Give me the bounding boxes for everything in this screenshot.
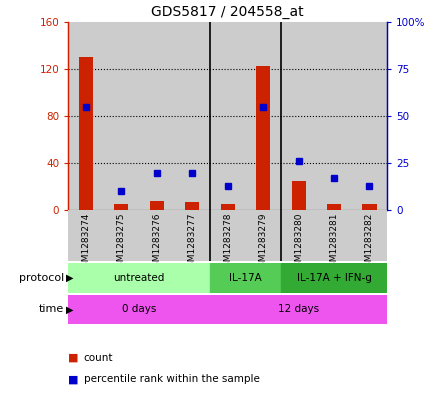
Bar — [114, 204, 128, 210]
Bar — [246, 210, 281, 261]
Text: GSM1283277: GSM1283277 — [188, 213, 197, 273]
Text: ▶: ▶ — [66, 305, 73, 314]
Bar — [79, 57, 93, 210]
Bar — [220, 204, 235, 210]
Bar — [68, 22, 104, 210]
Text: ■: ■ — [68, 353, 79, 363]
Bar — [139, 210, 175, 261]
Bar — [316, 22, 352, 210]
Bar — [210, 295, 387, 324]
Text: GSM1283279: GSM1283279 — [259, 213, 268, 273]
Bar — [210, 210, 246, 261]
Text: GSM1283281: GSM1283281 — [330, 213, 338, 273]
Title: GDS5817 / 204558_at: GDS5817 / 204558_at — [151, 5, 304, 19]
Text: GSM1283282: GSM1283282 — [365, 213, 374, 273]
Bar — [68, 210, 104, 261]
Text: IL-17A: IL-17A — [229, 273, 262, 283]
Bar — [175, 22, 210, 210]
Text: percentile rank within the sample: percentile rank within the sample — [84, 374, 260, 384]
Bar — [363, 204, 377, 210]
Bar — [327, 204, 341, 210]
Bar — [150, 201, 164, 210]
Text: GSM1283278: GSM1283278 — [223, 213, 232, 273]
Text: 0 days: 0 days — [122, 305, 156, 314]
Bar — [139, 22, 175, 210]
Bar — [316, 210, 352, 261]
Text: time: time — [39, 305, 64, 314]
Text: IL-17A + IFN-g: IL-17A + IFN-g — [297, 273, 371, 283]
Bar — [210, 22, 246, 210]
Bar — [256, 66, 270, 210]
Bar — [352, 22, 387, 210]
Bar — [281, 210, 316, 261]
Bar — [175, 210, 210, 261]
Text: 12 days: 12 days — [278, 305, 319, 314]
Text: GSM1283276: GSM1283276 — [152, 213, 161, 273]
Text: count: count — [84, 353, 113, 363]
Bar — [281, 22, 316, 210]
Text: GSM1283275: GSM1283275 — [117, 213, 126, 273]
Text: protocol: protocol — [18, 273, 64, 283]
Bar — [68, 263, 210, 293]
Text: ■: ■ — [68, 374, 79, 384]
Bar — [281, 263, 387, 293]
Text: GSM1283280: GSM1283280 — [294, 213, 303, 273]
Text: untreated: untreated — [114, 273, 165, 283]
Bar — [185, 202, 199, 210]
Bar — [68, 295, 210, 324]
Bar — [210, 263, 281, 293]
Bar — [246, 22, 281, 210]
Text: GSM1283274: GSM1283274 — [81, 213, 91, 273]
Text: ▶: ▶ — [66, 273, 73, 283]
Bar — [104, 210, 139, 261]
Bar — [352, 210, 387, 261]
Bar — [292, 181, 306, 210]
Bar — [104, 22, 139, 210]
